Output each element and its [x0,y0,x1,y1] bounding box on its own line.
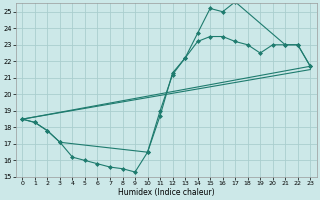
X-axis label: Humidex (Indice chaleur): Humidex (Indice chaleur) [118,188,215,197]
